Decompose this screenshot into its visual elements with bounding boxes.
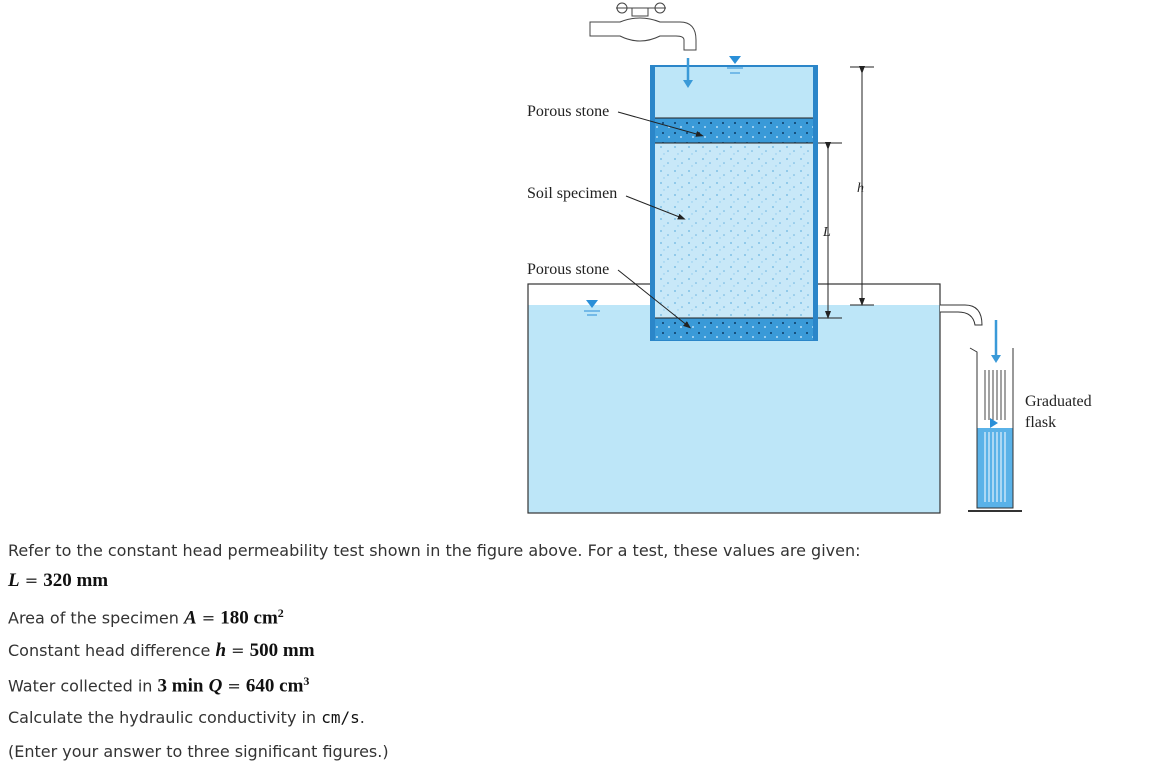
leader bbox=[617, 269, 692, 329]
symbol: A bbox=[184, 607, 197, 629]
sign: = bbox=[227, 676, 241, 696]
task: Calculate the hydraulic conductivity in … bbox=[8, 708, 365, 727]
faucet bbox=[589, 2, 697, 88]
sign: = bbox=[24, 571, 39, 590]
value: 500 mm bbox=[249, 640, 315, 661]
leader bbox=[617, 111, 704, 137]
head-symbol: h bbox=[857, 181, 864, 196]
sign: = bbox=[201, 608, 216, 628]
task-text: Calculate the hydraulic conductivity in bbox=[8, 708, 317, 727]
exponent: 2 bbox=[277, 606, 284, 620]
intro: Refer to the constant head permeability … bbox=[8, 541, 861, 560]
symbol: L bbox=[8, 570, 20, 591]
length-symbol: L bbox=[822, 225, 831, 240]
duration: 3 min bbox=[157, 675, 204, 697]
label: Area of the specimen bbox=[8, 608, 179, 628]
label: Water collected in bbox=[8, 676, 153, 696]
leader bbox=[625, 195, 686, 220]
symbol: h bbox=[215, 640, 227, 661]
note: (Enter your answer to three significant … bbox=[8, 742, 389, 761]
label: Porous stone bbox=[527, 261, 609, 278]
given-line: L = 320 mm bbox=[8, 570, 108, 592]
punctuation: . bbox=[359, 708, 365, 727]
given-line: Constant head difference h = 500 mm bbox=[8, 640, 315, 662]
label: Porous stone bbox=[527, 103, 609, 120]
sign: = bbox=[231, 641, 245, 660]
given-line: Water collected in 3 min Q = 640 cm3 bbox=[8, 674, 309, 697]
unit: cm/s bbox=[321, 708, 360, 727]
value: 320 mm bbox=[43, 570, 109, 591]
label: flask bbox=[1025, 414, 1056, 431]
exponent: 3 bbox=[303, 674, 310, 688]
graduated-flask bbox=[968, 320, 1022, 512]
given-line: Area of the specimen A = 180 cm2 bbox=[8, 606, 284, 629]
label: Graduated bbox=[1025, 393, 1092, 410]
symbol: Q bbox=[208, 675, 223, 697]
dimensions bbox=[818, 66, 874, 319]
column bbox=[650, 56, 818, 341]
value: 180 cm bbox=[220, 607, 278, 629]
label: Constant head difference bbox=[8, 641, 211, 660]
value: 640 cm bbox=[245, 675, 304, 697]
label: Soil specimen bbox=[527, 185, 617, 202]
figure: h L Porous stone Soil specimen Porous st… bbox=[527, 2, 1092, 514]
